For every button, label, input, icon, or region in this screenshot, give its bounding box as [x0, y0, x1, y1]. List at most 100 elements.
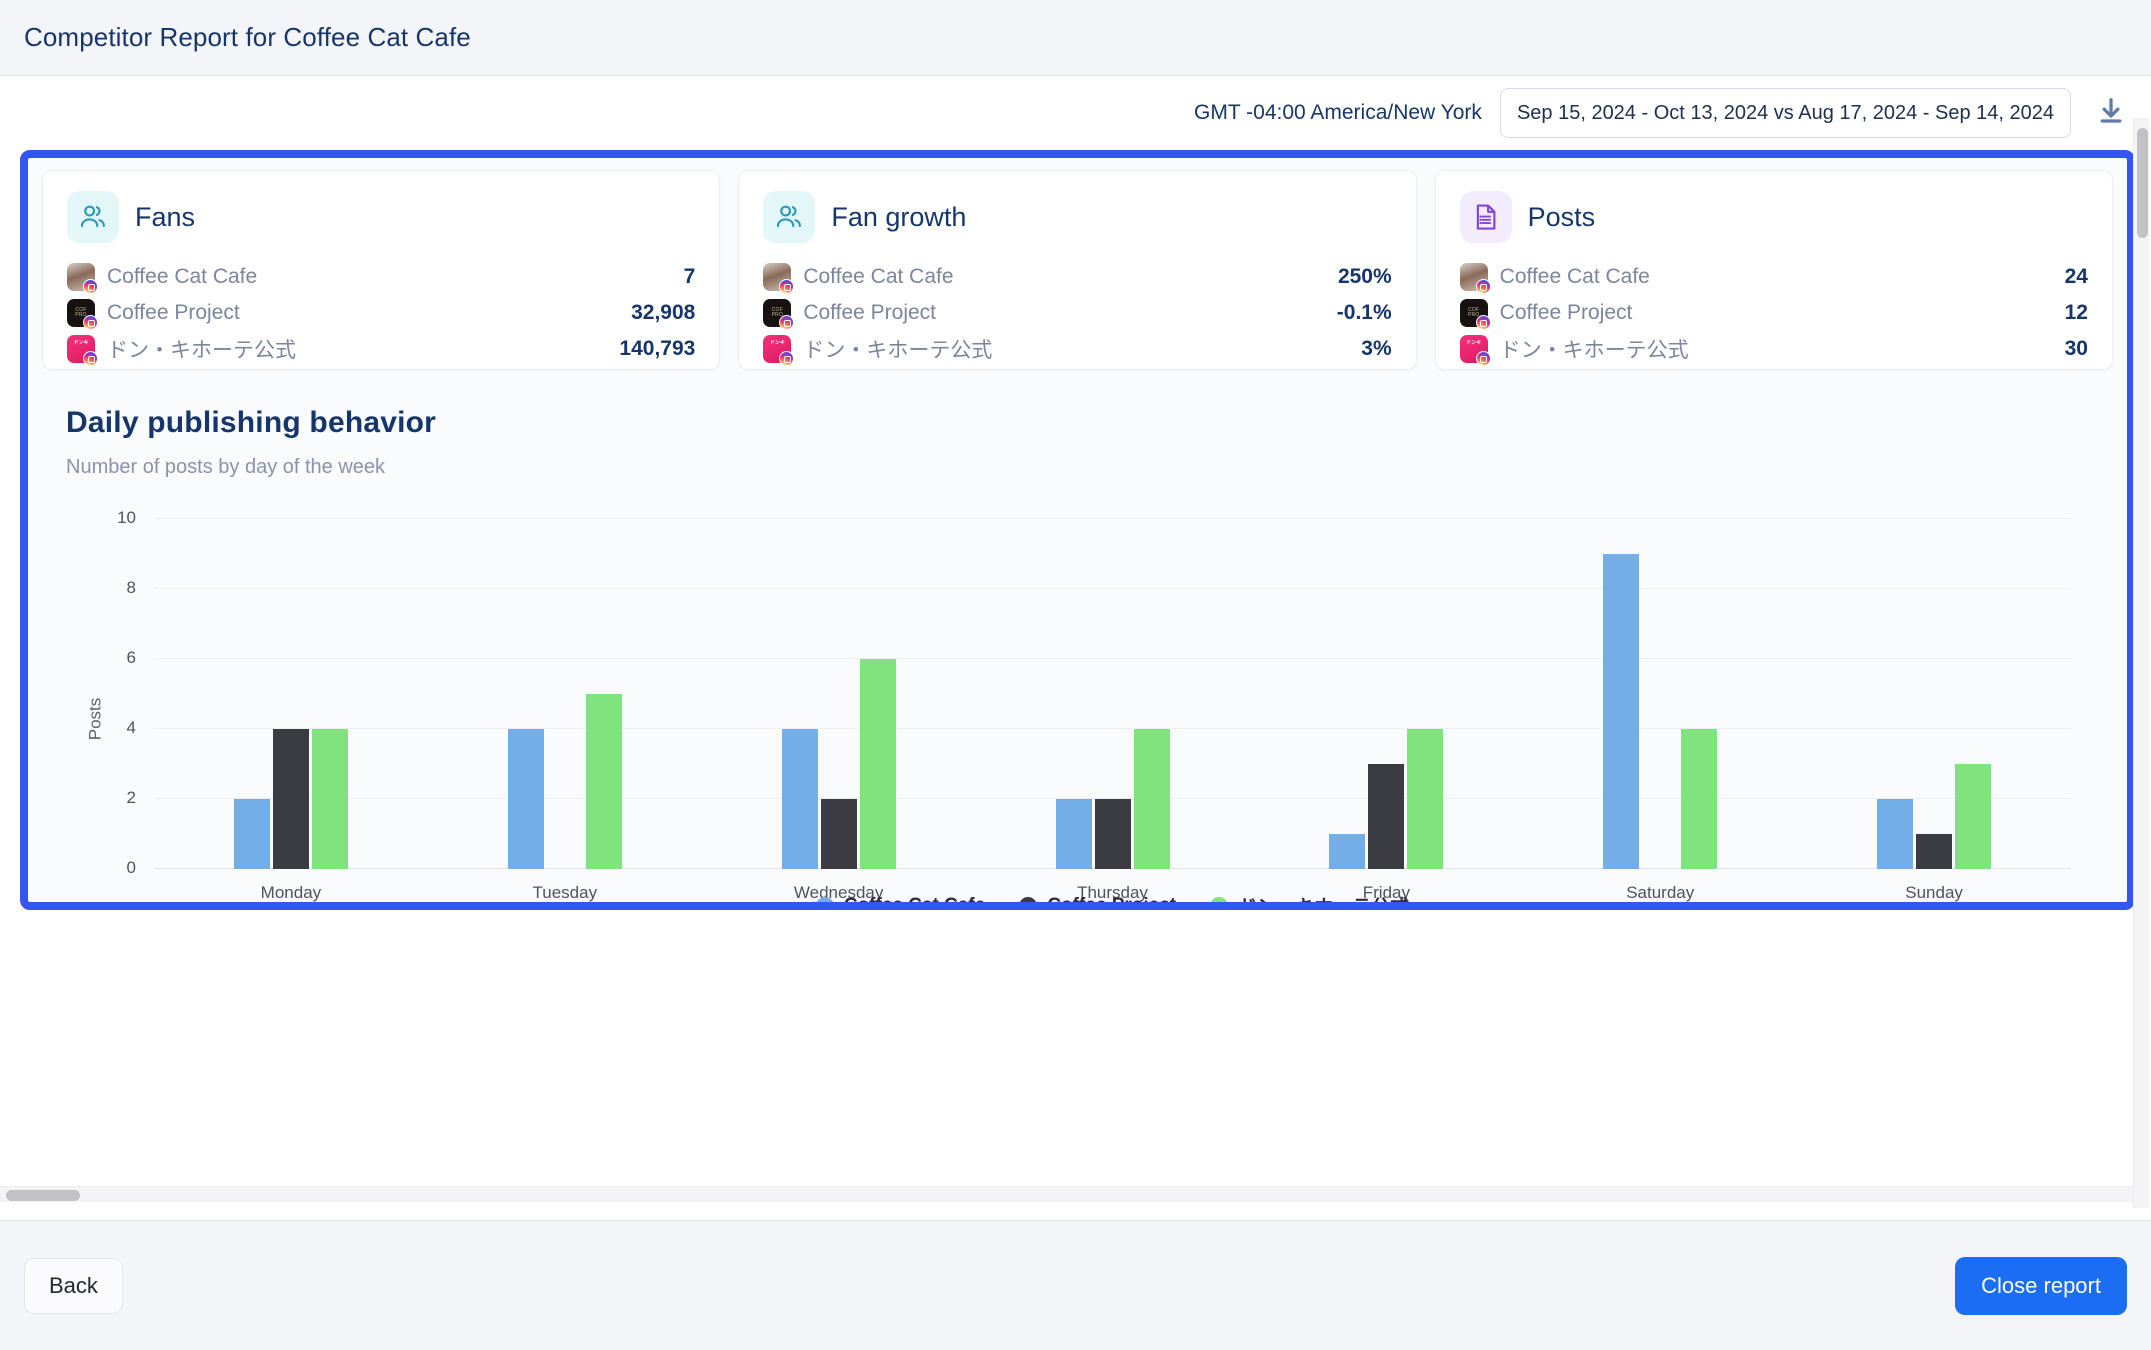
legend-item[interactable]: ドン・キホーテ公式	[1210, 892, 1410, 910]
bar[interactable]	[311, 729, 348, 869]
bar-groups: Monday Tuesday Wednesday Thursday Friday Satu…	[154, 519, 2071, 902]
kpi-row: ドンキ ドン・キホーテ公式 30	[1459, 331, 2088, 367]
instagram-badge-icon	[83, 315, 98, 330]
bar[interactable]	[1055, 799, 1092, 869]
competitor-name: Coffee Cat Cafe	[1499, 265, 1650, 288]
footer-bar: Back Close report	[0, 1220, 2151, 1350]
y-axis-tick: 4	[126, 718, 136, 737]
competitor-value: -0.1%	[1336, 301, 1392, 324]
legend-label: Coffee Cat Cafe	[843, 894, 986, 910]
kpi-row: COF PRO Coffee Project -0.1%	[763, 295, 1392, 331]
instagram-badge-icon	[83, 279, 98, 294]
y-axis-tick: 10	[117, 508, 136, 527]
bar[interactable]	[1603, 554, 1640, 869]
bar-group: Friday	[1249, 519, 1523, 902]
close-report-button[interactable]: Close report	[1955, 1256, 2127, 1315]
bar[interactable]	[781, 729, 818, 869]
bar[interactable]	[1681, 729, 1718, 869]
bar[interactable]	[1329, 834, 1366, 869]
avatar: COF PRO	[1459, 299, 1491, 330]
legend-color-swatch	[815, 896, 834, 902]
avatar: COF PRO	[763, 299, 795, 330]
competitor-value: 30	[2064, 337, 2088, 360]
chart-title: Daily publishing behavior	[66, 406, 437, 439]
daily-publishing-chart: Daily publishing behavior Number of post…	[42, 406, 2113, 910]
back-button[interactable]: Back	[24, 1257, 123, 1314]
x-axis-tick: Monday	[260, 883, 322, 902]
chart-legend: Coffee Cat Cafe Coffee Project ドン・キホーテ公式	[154, 892, 2071, 910]
bar[interactable]	[1877, 799, 1914, 869]
report-highlight-region: Fans Coffee Cat Cafe 7 COF PRO Coffee Pro…	[20, 150, 2135, 910]
avatar	[67, 263, 98, 294]
users-icon	[67, 191, 119, 243]
x-axis-tick: Thursday	[1077, 883, 1148, 902]
report-toolbar: GMT -04:00 America/New York Sep 15, 2024…	[0, 76, 2151, 150]
kpi-row: Coffee Cat Cafe 7	[67, 259, 695, 295]
competitor-name: ドン・キホーテ公式	[1499, 339, 1689, 362]
competitor-value: 7	[683, 265, 696, 288]
chart-subtitle: Number of posts by day of the week	[66, 456, 386, 478]
legend-label: ドン・キホーテ公式	[1238, 897, 1410, 910]
x-axis-tick: Wednesday	[793, 883, 884, 902]
competitor-name: Coffee Cat Cafe	[107, 265, 258, 288]
gridline: 8	[127, 578, 2071, 597]
avatar: ドンキ	[763, 335, 795, 366]
competitor-name: ドン・キホーテ公式	[803, 339, 993, 362]
competitor-name: ドン・キホーテ公式	[107, 339, 296, 362]
page-title: Competitor Report for Coffee Cat Cafe	[24, 22, 471, 52]
card-title: Fan growth	[831, 201, 967, 232]
horizontal-scrollbar[interactable]	[0, 1186, 2133, 1202]
bar-group: Thursday	[976, 519, 1250, 902]
bar-group: Sunday	[1797, 519, 2071, 902]
document-list-icon	[1459, 191, 1512, 243]
instagram-badge-icon	[1475, 351, 1491, 366]
bar[interactable]	[1916, 834, 1953, 869]
vertical-scrollbar-thumb[interactable]	[2137, 128, 2148, 238]
gridline: 10	[117, 508, 2071, 527]
bar[interactable]	[1094, 799, 1131, 869]
competitor-value: 24	[2064, 265, 2088, 288]
report-content: Fans Coffee Cat Cafe 7 COF PRO Coffee Pro…	[28, 158, 2127, 902]
competitor-value: 12	[2064, 301, 2088, 324]
kpi-card-row: Fans Coffee Cat Cafe 7 COF PRO Coffee Pro…	[42, 170, 2113, 370]
bar[interactable]	[1955, 764, 1992, 869]
legend-item[interactable]: Coffee Cat Cafe	[815, 894, 986, 910]
kpi-row: Coffee Cat Cafe 250%	[763, 259, 1392, 295]
y-axis-tick: 8	[126, 578, 136, 597]
bar-group: Saturday	[1523, 519, 1797, 902]
bar[interactable]	[1133, 729, 1170, 869]
bar[interactable]	[1407, 729, 1444, 869]
bar-group: Wednesday	[702, 519, 976, 902]
competitor-value: 32,908	[631, 301, 696, 324]
instagram-badge-icon	[1475, 315, 1491, 330]
bar[interactable]	[233, 799, 270, 869]
bar[interactable]	[820, 799, 857, 869]
x-axis-tick: Saturday	[1626, 883, 1695, 902]
instagram-badge-icon	[1475, 279, 1491, 294]
date-range-selector[interactable]: Sep 15, 2024 - Oct 13, 2024 vs Aug 17, 2…	[1499, 88, 2071, 138]
bar[interactable]	[1368, 764, 1405, 869]
y-axis-tick: 6	[126, 648, 136, 667]
legend-item[interactable]: Coffee Project	[1019, 895, 1176, 902]
horizontal-scrollbar-thumb[interactable]	[6, 1190, 80, 1201]
y-axis-tick: 0	[126, 858, 136, 877]
kpi-card-fans: Fans Coffee Cat Cafe 7 COF PRO Coffee Pro…	[42, 170, 721, 370]
avatar	[1459, 263, 1491, 294]
kpi-card-fan-growth: Fan growth Coffee Cat Cafe 250% COF PRO C…	[738, 170, 1417, 370]
vertical-scrollbar[interactable]	[2133, 118, 2149, 1208]
users-icon	[763, 191, 816, 243]
bar[interactable]	[859, 659, 896, 869]
y-axis-label: Posts	[85, 697, 105, 741]
bar[interactable]	[272, 729, 309, 869]
avatar	[763, 263, 795, 294]
kpi-card-posts: Posts Coffee Cat Cafe 24 COF PRO Coffee P…	[1434, 170, 2113, 370]
download-button[interactable]	[2089, 91, 2133, 135]
kpi-row-list: Coffee Cat Cafe 250% COF PRO Coffee Proje…	[763, 259, 1392, 367]
competitor-name: Coffee Project	[803, 301, 937, 324]
gridline: 6	[127, 648, 2071, 667]
timezone-label: GMT -04:00 America/New York	[1194, 101, 1482, 124]
x-axis-tick: Tuesday	[532, 883, 598, 902]
bar[interactable]	[585, 694, 622, 869]
bar[interactable]	[507, 729, 544, 869]
y-axis-tick: 2	[126, 788, 136, 807]
